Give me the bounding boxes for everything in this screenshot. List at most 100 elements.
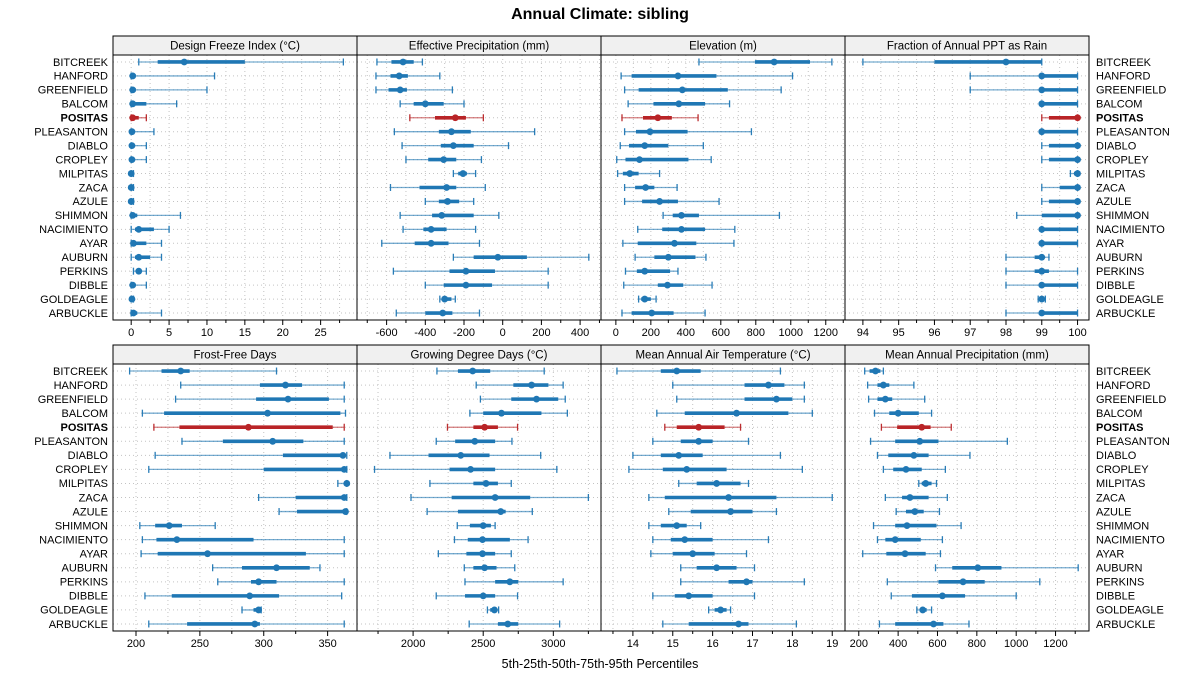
tick-label: 400 (677, 327, 695, 339)
median-dot (449, 142, 457, 150)
interval-hanford (672, 381, 805, 389)
station-label-left-greenfield: GREENFIELD (38, 85, 108, 97)
interval-arbuckle (662, 620, 798, 628)
panel-Mean Annual Precipitation (mm): 200 400 600 800 1000 1200 Mean Annual Precipit… (844, 344, 1090, 650)
median-dot (1038, 253, 1046, 261)
median-dot (129, 114, 137, 122)
median-dot (462, 267, 470, 275)
strip-title: Elevation (m) (689, 41, 757, 53)
median-dot (342, 508, 349, 515)
interval-shimmon (1016, 211, 1081, 219)
station-label-right-cropley: CROPLEY (1096, 154, 1149, 166)
station-label-right-bitcreek: BITCREEK (1096, 57, 1152, 69)
median-dot (396, 86, 404, 94)
interval-auburn (934, 564, 1079, 572)
interval-dibble (129, 281, 147, 289)
median-dot (130, 239, 137, 247)
station-label-right-zaca: ZACA (1096, 492, 1126, 504)
station-label-right-shimmon: SHIMMON (1096, 520, 1149, 532)
median-dot (1038, 267, 1046, 275)
interval-shimmon (456, 522, 496, 530)
station-label-right-balcom: BALCOM (1096, 99, 1142, 111)
median-dot (671, 239, 678, 247)
interval-auburn (1005, 253, 1050, 261)
median-dot (340, 465, 348, 473)
median-dot (911, 508, 919, 515)
station-label-left-goldeagle: GOLDEAGLE (40, 605, 108, 617)
strip-title: Mean Annual Air Temperature (°C) (635, 350, 810, 362)
median-dot (1038, 239, 1046, 247)
interval-zaca (257, 494, 348, 501)
median-dot (481, 423, 489, 431)
median-dot (395, 72, 403, 80)
panel-Mean Annual Air Temperature (°C): 14 15 16 17 18 19 Mean Annual Air Temperature … (600, 344, 846, 650)
station-label-left-nacimiento: NACIMIENTO (39, 534, 108, 546)
median-dot (673, 367, 681, 375)
station-label-right-perkins: PERKINS (1096, 266, 1144, 278)
station-label-right-perkins: PERKINS (1096, 577, 1144, 589)
median-dot (479, 550, 486, 558)
interval-bitcreek (376, 58, 424, 66)
interval-bitcreek (862, 58, 1043, 66)
median-dot (340, 494, 348, 501)
median-dot (128, 128, 136, 136)
median-dot (497, 508, 505, 515)
median-dot (678, 225, 685, 233)
interval-zaca (410, 494, 590, 501)
median-dot (135, 225, 143, 233)
interval-balcom (141, 409, 347, 417)
station-label-right-bitcreek: BITCREEK (1096, 366, 1152, 378)
median-dot (695, 423, 703, 431)
median-dot (255, 578, 263, 586)
tick-label: 800 (968, 638, 986, 650)
interval-nacimiento (130, 225, 170, 233)
tick-label: 1200 (1043, 638, 1067, 650)
interval-balcom (399, 100, 465, 108)
interval-cropley (148, 465, 348, 473)
tick-label: 2000 (401, 638, 425, 650)
interval-diablo (876, 451, 971, 459)
median-dot (479, 592, 487, 600)
median-dot (284, 395, 292, 403)
median-dot (1074, 142, 1081, 150)
median-dot (1038, 86, 1046, 94)
interval-perkins (680, 578, 805, 586)
station-label-right-diablo: DIABLO (1096, 140, 1137, 152)
median-dot (339, 451, 347, 459)
interval-perkins (217, 578, 345, 586)
station-label-left-cropley: CROPLEY (55, 154, 108, 166)
interval-positas (446, 423, 519, 431)
median-dot (1038, 309, 1046, 317)
interval-perkins (464, 578, 564, 586)
interval-auburn (463, 564, 516, 572)
interval-perkins (132, 267, 147, 275)
interval-ayar (1038, 239, 1079, 247)
interval-shimmon (129, 211, 182, 219)
interval-balcom (469, 409, 568, 417)
median-dot (438, 211, 446, 219)
interval-azule (623, 197, 720, 205)
tick-label: 5 (166, 327, 172, 339)
interval-cropley (1041, 156, 1081, 164)
median-dot (713, 480, 721, 487)
interval-shimmon (648, 522, 702, 530)
interval-azule (1041, 197, 1081, 205)
interval-pleasanton (623, 128, 753, 136)
station-label-left-shimmon: SHIMMON (55, 210, 108, 222)
tick-label: 25 (315, 327, 327, 339)
interval-shimmon (399, 211, 500, 219)
median-dot (717, 606, 725, 614)
median-dot (479, 536, 486, 544)
median-dot (1038, 128, 1046, 136)
interval-auburn (680, 564, 756, 572)
panel-Elevation (m): 0 200 400 600 800 1000 1200 Elevation (m) (600, 35, 846, 339)
station-label-left-hanford: HANFORD (54, 380, 108, 392)
interval-positas (1041, 114, 1081, 122)
median-dot (664, 253, 672, 261)
median-dot (506, 578, 514, 586)
station-label-right-shimmon: SHIMMON (1096, 210, 1149, 222)
tick-label: 600 (712, 327, 730, 339)
median-dot (678, 86, 686, 94)
interval-pleasanton (128, 128, 155, 136)
strip-header (844, 35, 1090, 56)
